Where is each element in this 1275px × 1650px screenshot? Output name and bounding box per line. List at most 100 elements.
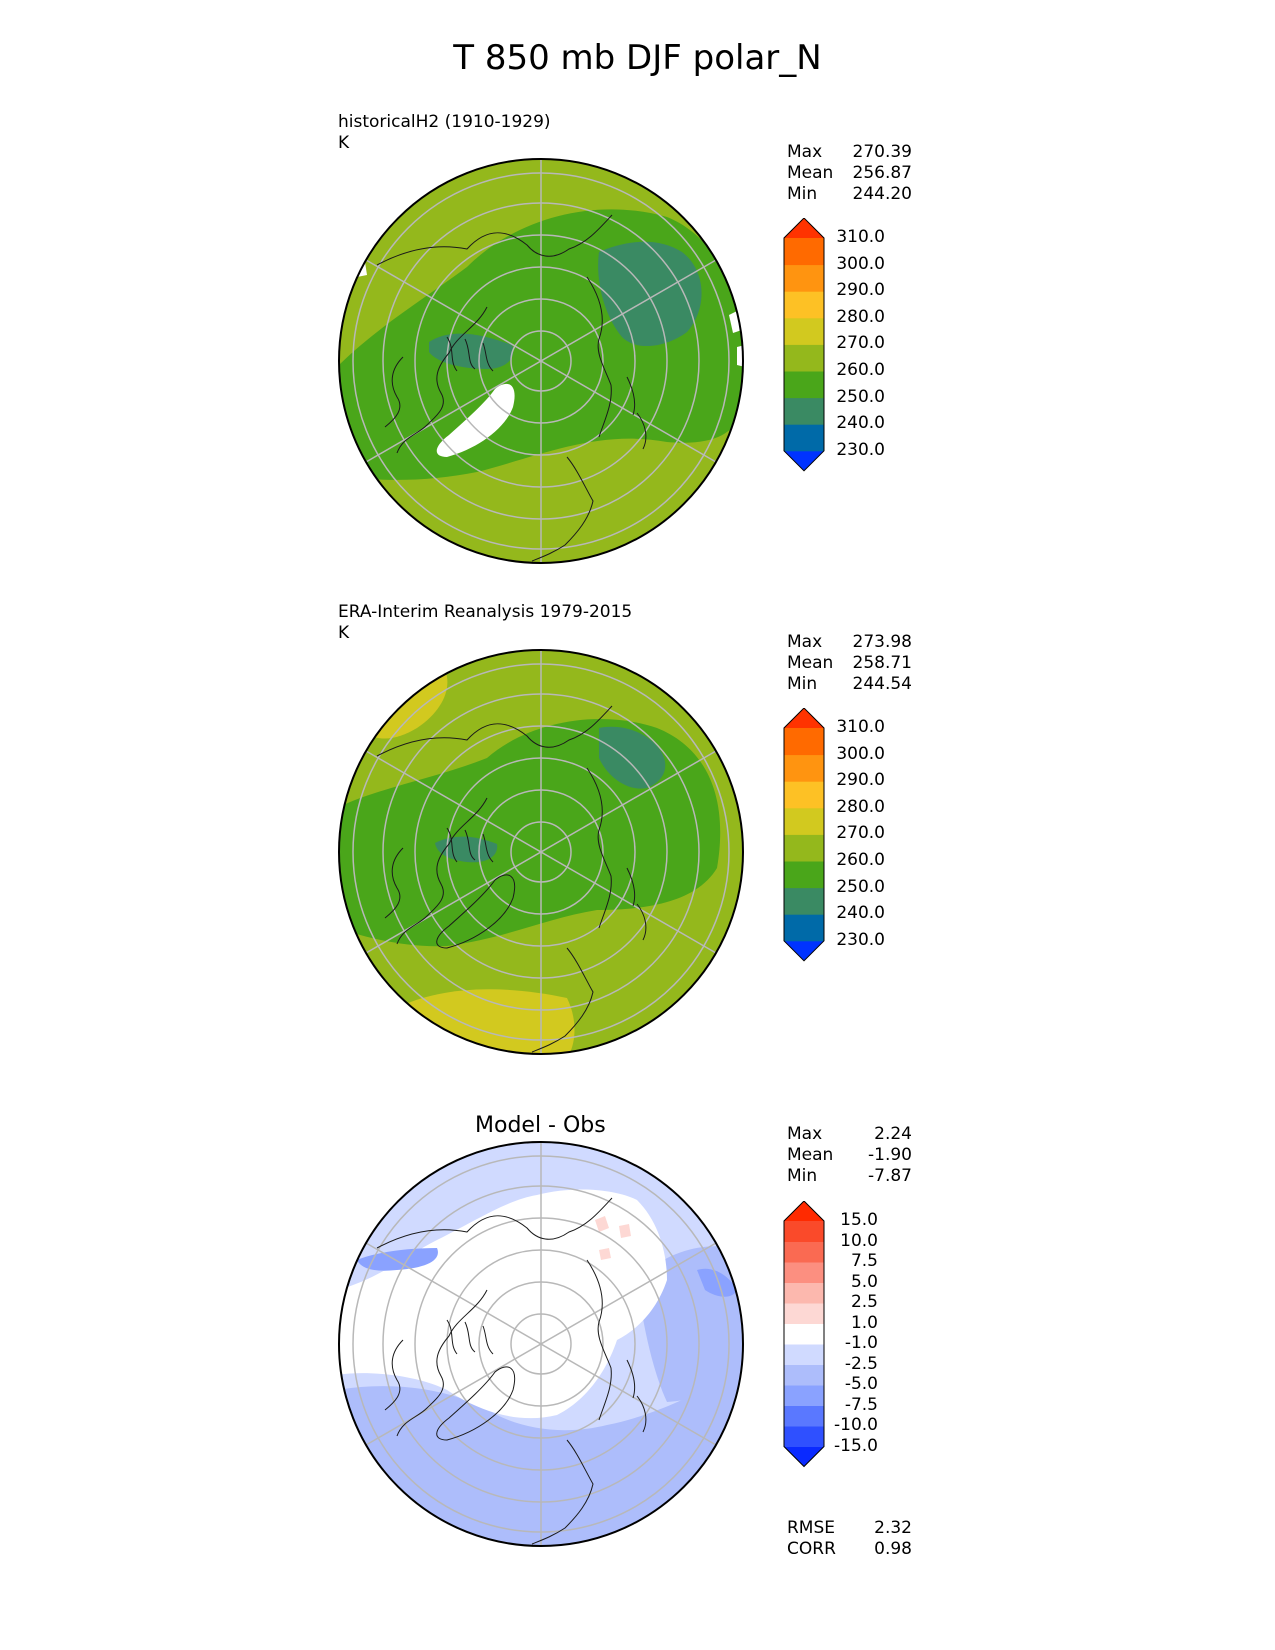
stat-max: Max 270.39 [787,142,912,162]
colorbar-tick-label: 15.0 [840,1210,878,1230]
colorbar-band [784,291,824,319]
stat-max: Max 273.98 [787,632,912,652]
colorbar-band [784,1323,824,1345]
colorbar-tick-label: 250.0 [836,386,885,407]
colorbar-band [784,238,824,266]
stat-max: Max 2.24 [787,1124,912,1144]
colorbar-tick-label: -2.5 [844,1353,878,1374]
stat-min: Min 244.20 [787,184,912,204]
colorbar-tick-label: 270.0 [836,333,885,354]
colorbar-extend-high [784,708,824,728]
colorbar-outline [783,708,825,962]
obs-field-250-arctic [435,836,498,863]
colorbar-band [784,1344,824,1365]
obs-field-250-siberia [599,726,666,789]
stat-mean: Mean -1.90 [787,1145,912,1165]
colorbar-tick-label: 1.0 [850,1312,878,1333]
model-colorbar-labels: 230.0 240.0 250.0 260.0 270.0 280.0 290.0 300.0… [835,218,915,518]
colorbar-tick-label: -10.0 [834,1415,878,1435]
model-panel-title: historicalH2 (1910-1929) K [338,112,551,153]
colorbar-band [784,397,824,425]
colorbar-tick-label: 250.0 [836,876,885,897]
colorbar-band [784,1221,824,1242]
obs-stats: Max 273.98 Mean 258.71 Min 244.54 [787,632,912,695]
model-field-250-siberia [598,241,702,347]
colorbar-band [784,1282,824,1304]
colorbar-tick-label: -15.0 [834,1435,878,1456]
diff-field-near-zero [339,1189,667,1419]
colorbar-tick-label: 260.0 [836,850,885,870]
colorbar-tick-label: 280.0 [836,306,885,327]
diff-panel-title: Model - Obs [475,1113,606,1138]
stat-mean: Mean 256.87 [787,163,912,183]
colorbar-band [784,1241,824,1263]
obs-panel-title: ERA-Interim Reanalysis 1979-2015 K [338,602,633,643]
colorbar-tick-label: 230.0 [836,929,885,950]
colorbar-band [784,344,824,372]
colorbar-band [784,861,824,889]
model-stats: Max 270.39 Mean 256.87 Min 244.20 [787,142,912,205]
colorbar-extend-high [784,218,824,238]
colorbar-tick-label: 240.0 [836,413,885,434]
colorbar-tick-label: 7.5 [850,1251,878,1271]
obs-graticule [352,650,730,1054]
colorbar-band [784,781,824,809]
colorbar-tick-label: 5.0 [850,1271,878,1292]
diff-colorbar-labels: -15.0 -10.0 -7.5 -5.0 -2.5 -1.0 1.0 2.5 5.0 7.5 10… [828,1201,908,1501]
metric-rmse: RMSE 2.32 [787,1518,912,1538]
colorbar-band [784,728,824,756]
obs-polar-map [338,649,744,1055]
colorbar-band [784,1303,824,1324]
colorbar-band [784,887,824,915]
colorbar-extend-low [784,940,824,961]
colorbar-tick-label: 290.0 [836,280,885,301]
colorbar-extend-low [784,1446,824,1467]
obs-map-border [338,649,744,1055]
colorbar-band [784,424,824,452]
colorbar-band [784,754,824,782]
colorbar-extend-low [784,450,824,471]
colorbar-tick-label: 270.0 [836,823,885,844]
colorbar-outline [783,1201,825,1468]
diff-map-border [338,1141,744,1547]
colorbar-tick-label: 300.0 [836,253,885,274]
diff-metrics: RMSE 2.32 CORR 0.98 [787,1518,912,1560]
colorbar-band [784,317,824,345]
diff-colorbar [783,1201,825,1468]
obs-coastlines [376,705,647,1053]
model-colorbar [783,218,825,472]
colorbar-band [784,1364,824,1386]
colorbar-tick-label: -5.0 [844,1374,878,1394]
colorbar-tick-label: 290.0 [836,770,885,791]
colorbar-tick-label: -7.5 [844,1394,878,1415]
colorbar-tick-label: 300.0 [836,743,885,764]
model-polar-map [338,158,744,564]
model-graticule [352,159,730,563]
colorbar-band [784,1385,824,1406]
stat-mean: Mean 258.71 [787,653,912,673]
diff-stats: Max 2.24 Mean -1.90 Min -7.87 [787,1124,912,1187]
obs-colorbar-labels: 230.0 240.0 250.0 260.0 270.0 280.0 290.0 300.0… [835,708,915,1008]
diff-polar-map [338,1141,744,1547]
colorbar-tick-label: 2.5 [850,1292,878,1312]
colorbar-band [784,264,824,292]
colorbar-tick-label: 280.0 [836,796,885,817]
obs-colorbar [783,708,825,962]
colorbar-tick-label: 230.0 [836,439,885,460]
colorbar-tick-label: 310.0 [836,717,885,737]
colorbar-tick-label: 240.0 [836,903,885,924]
figure-title: T 850 mb DJF polar_N [453,38,822,78]
metric-corr: CORR 0.98 [787,1539,912,1559]
colorbar-band [784,1405,824,1427]
colorbar-outline [783,218,825,472]
colorbar-band [784,807,824,835]
colorbar-extend-high [784,1201,824,1221]
diff-graticule [352,1142,730,1546]
colorbar-tick-label: 260.0 [836,360,885,380]
colorbar-band [784,371,824,399]
colorbar-tick-label: 10.0 [840,1230,878,1251]
stat-min: Min 244.54 [787,674,912,694]
diff-field-positive [595,1216,631,1260]
diff-coastlines [376,1197,647,1545]
colorbar-band [784,1262,824,1283]
